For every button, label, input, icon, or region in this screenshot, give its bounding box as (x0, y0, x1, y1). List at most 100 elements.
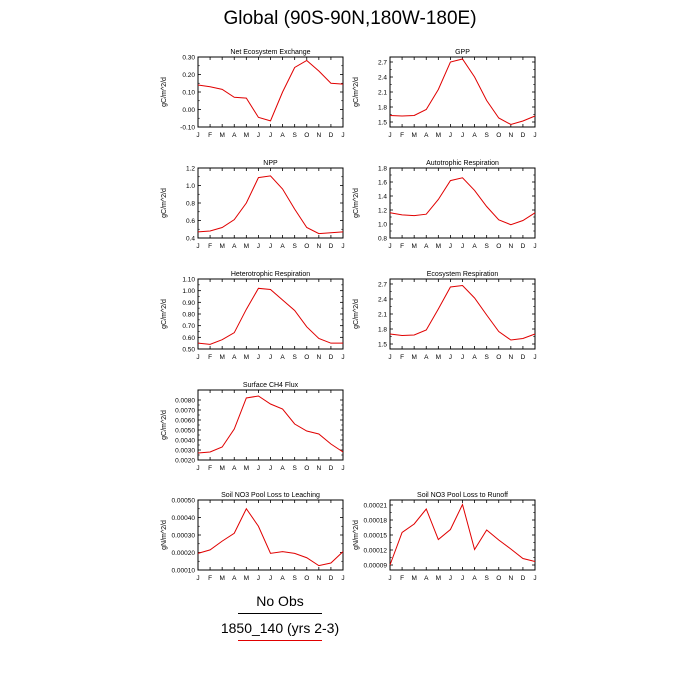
y-tick-label: 2.1 (378, 312, 387, 319)
x-tick-label: S (484, 243, 489, 250)
x-tick-label: J (257, 354, 260, 361)
y-tick-label: 0.0030 (175, 448, 195, 455)
y-tick-label: 0.0020 (175, 458, 195, 465)
x-tick-label: M (411, 575, 416, 582)
panel-4: Heterotrophic Respiration gC/m^2/d 0.50 0.6… (161, 271, 345, 361)
x-tick-label: M (436, 354, 441, 361)
y-tick-label: 1.8 (378, 327, 387, 334)
x-tick-label: J (449, 354, 452, 361)
series-line (389, 58, 536, 126)
panel-title: Autotrophic Respiration (426, 160, 499, 167)
x-tick-label: N (316, 132, 321, 139)
y-tick-label: 0.70 (182, 323, 195, 330)
x-tick-label: J (449, 243, 452, 250)
y-tick-label: 0.30 (182, 55, 195, 62)
y-tick-label: 0.90 (182, 300, 195, 307)
x-tick-label: J (388, 354, 391, 361)
y-tick-label: 0.00020 (172, 550, 196, 557)
y-tick-label: 0.00018 (364, 518, 388, 525)
x-tick-label: F (400, 132, 404, 139)
x-tick-label: M (436, 243, 441, 250)
x-tick-label: J (196, 465, 199, 472)
x-tick-label: N (508, 132, 513, 139)
panel-frame (197, 499, 344, 571)
y-tick-label: 0.80 (182, 312, 195, 319)
y-tick-label: 0.0050 (175, 428, 195, 435)
x-tick-label: F (208, 465, 212, 472)
x-tick-label: M (244, 243, 249, 250)
x-tick-label: D (329, 575, 334, 582)
x-tick-label: M (411, 354, 416, 361)
y-tick-label: 1.0 (378, 222, 387, 229)
legend-obs-label: No Obs (256, 593, 304, 609)
y-tick-label: 0.6 (186, 218, 195, 225)
panel-frame (389, 278, 536, 350)
x-tick-label: J (269, 465, 272, 472)
y-tick-label: 0.60 (182, 335, 195, 342)
legend-case-line (238, 640, 322, 641)
x-tick-label: J (461, 132, 464, 139)
x-tick-label: D (521, 575, 526, 582)
x-tick-label: J (341, 575, 344, 582)
y-tick-label: 1.2 (378, 208, 387, 215)
x-tick-label: J (461, 575, 464, 582)
y-tick-label: 0.0080 (175, 398, 195, 405)
x-tick-label: O (496, 243, 501, 250)
x-tick-label: M (219, 465, 224, 472)
y-axis-label: gC/m^2/d (161, 188, 168, 218)
x-tick-label: A (280, 575, 285, 582)
panel-frame (389, 499, 536, 571)
y-tick-label: 0.0060 (175, 418, 195, 425)
panel-title: Heterotrophic Respiration (231, 271, 310, 278)
x-tick-label: O (304, 575, 309, 582)
x-tick-label: A (232, 354, 237, 361)
x-tick-label: J (269, 132, 272, 139)
y-axis-label: gC/m^2/d (353, 77, 360, 107)
y-tick-label: 1.5 (378, 342, 387, 349)
y-tick-label: 1.4 (378, 194, 387, 201)
x-tick-label: J (533, 575, 536, 582)
y-axis-label: gC/m^2/d (161, 410, 168, 440)
x-tick-label: O (496, 575, 501, 582)
series-line (197, 287, 343, 345)
x-tick-label: J (533, 354, 536, 361)
x-tick-label: A (280, 243, 285, 250)
x-tick-label: N (316, 354, 321, 361)
y-tick-label: 1.8 (378, 166, 387, 173)
x-tick-label: M (244, 465, 249, 472)
y-tick-label: 1.00 (182, 288, 195, 295)
series-line (197, 175, 344, 235)
x-tick-label: J (341, 354, 344, 361)
series-line (197, 507, 344, 567)
x-tick-label: D (521, 354, 526, 361)
y-axis-label: gC/m^2/d (161, 77, 168, 107)
x-tick-label: M (411, 132, 416, 139)
x-tick-label: S (484, 132, 489, 139)
y-tick-label: 0.00012 (364, 548, 388, 555)
panel-frame (197, 167, 344, 239)
x-tick-label: F (208, 243, 212, 250)
x-tick-label: F (400, 575, 404, 582)
legend-obs-line (238, 613, 322, 614)
x-tick-label: M (244, 354, 249, 361)
panel-frame (197, 56, 344, 128)
x-tick-label: A (232, 465, 237, 472)
y-tick-label: 2.4 (378, 297, 387, 304)
x-tick-label: M (244, 575, 249, 582)
y-tick-label: 1.2 (186, 166, 195, 173)
x-tick-label: S (292, 575, 297, 582)
y-tick-label: 1.10 (182, 277, 195, 284)
panel-7: Soil NO3 Pool Loss to Leaching gN/m^2/d 0.… (161, 492, 345, 582)
x-tick-label: N (508, 243, 513, 250)
x-tick-label: O (304, 243, 309, 250)
x-tick-label: A (472, 575, 477, 582)
x-tick-label: J (269, 354, 272, 361)
panel-title: GPP (455, 49, 470, 56)
x-tick-label: M (436, 575, 441, 582)
panel-title: Ecosystem Respiration (427, 271, 499, 278)
series-line (389, 503, 536, 566)
x-tick-label: J (196, 132, 199, 139)
x-tick-label: J (257, 132, 260, 139)
y-tick-label: 0.00040 (172, 515, 196, 522)
